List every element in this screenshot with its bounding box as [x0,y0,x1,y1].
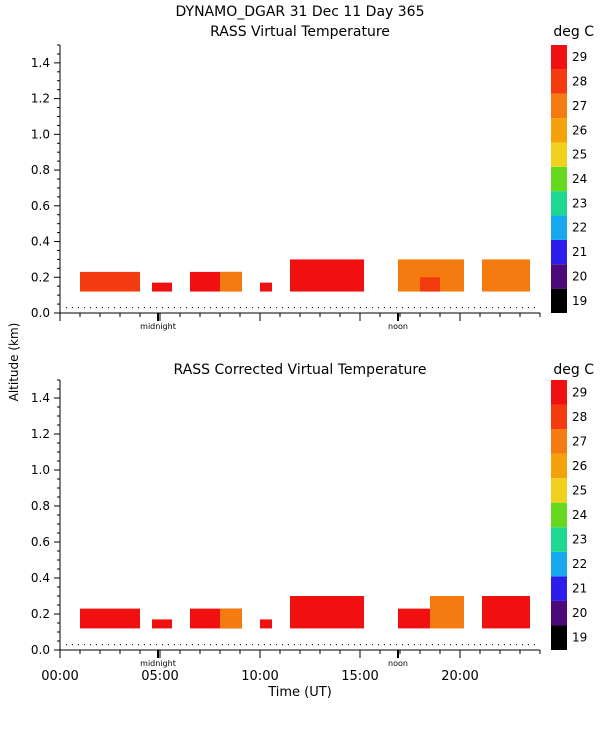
colorbar-label: 27 [572,434,587,448]
colorbar-swatch [551,429,567,454]
y-tick-label: 0.0 [31,306,50,320]
y-tick-label: 0.8 [31,499,50,513]
x-tick-label: 10:00 [241,669,278,684]
y-tick-label: 1.0 [31,463,50,477]
y-tick-label: 0.8 [31,163,50,177]
y-tick-label: 1.2 [31,92,50,106]
colorbar-label: 28 [572,410,587,424]
panels-layer: RASS Virtual Temperature 0.0 0.2 0.4 0.6 0.8 1… [31,24,594,684]
colorbar-swatch [551,215,567,240]
panel-title: RASS Corrected Virtual Temperature [174,362,427,378]
heatmap-cell [260,619,272,629]
y-tick-label: 1.0 [31,127,50,141]
x-axis-label: Time (UT) [267,685,332,700]
colorbar-swatch [551,404,567,430]
y-tick-label: 1.4 [31,391,50,405]
colorbar-label: 25 [572,148,587,162]
x-tick-label: 20:00 [441,669,478,684]
y-tick-label: 0.4 [31,235,50,249]
colorbar-label: 21 [572,245,587,259]
colorbar-label: 26 [572,123,587,137]
colorbar-label: 27 [572,99,587,113]
y-tick-label: 1.2 [31,427,50,441]
colorbar-swatch [551,502,567,528]
colorbar-swatch [551,551,567,577]
colorbar-swatch [551,576,567,601]
colorbar-label: 28 [572,75,587,89]
colorbar-swatch [551,288,567,313]
colorbar-label: 19 [572,631,587,645]
colorbar-label: 19 [572,294,587,308]
colorbar-swatch [551,264,567,289]
heatmap-cell [290,596,364,629]
colorbar-swatch [551,239,567,265]
noon-label: noon [388,322,408,331]
heatmap-cell [290,259,364,292]
colorbar-unit: deg C [553,362,594,378]
heatmap-cell [482,259,530,292]
y-tick-label: 0.2 [31,270,50,284]
colorbar-label: 22 [572,221,587,235]
y-tick-label: 0.6 [31,535,50,549]
heatmap-cell [220,608,242,629]
colorbar-swatch [551,45,567,70]
heatmap-cells [80,596,530,629]
heatmap-cells [80,259,530,292]
heatmap-cell [80,608,140,629]
colorbar-swatch [551,166,567,192]
colorbar-swatch [551,625,567,650]
colorbar-label: 23 [572,533,587,547]
colorbar-label: 22 [572,557,587,571]
y-tick-label: 0.2 [31,607,50,621]
colorbar-label: 20 [572,606,587,620]
colorbar-swatch [551,527,567,552]
colorbar-label: 20 [572,269,587,283]
colorbar-label: 29 [572,385,587,399]
panel-1: RASS Virtual Temperature 0.0 0.2 0.4 0.6 0.8 1… [31,24,594,331]
colorbar-label: 24 [572,508,587,522]
heatmap-cell [152,619,172,629]
colorbar-swatch [551,69,567,94]
colorbar-swatch [551,118,567,143]
heatmap-cell [152,282,172,292]
heatmap-cell [420,277,440,292]
panel-title: RASS Virtual Temperature [210,24,390,40]
y-tick-label: 0.4 [31,571,50,585]
colorbar-label: 26 [572,459,587,473]
panel-2: RASS Corrected Virtual Temperature 0.0 0.2… [31,362,594,684]
colorbar-swatch [551,478,567,503]
noon-label: noon [388,659,408,668]
y-tick-label: 0.6 [31,199,50,213]
colorbar-swatch [551,191,567,216]
y-tick-label: 1.4 [31,56,50,70]
colorbar-swatch [551,142,567,167]
colorbar-label: 24 [572,172,587,186]
colorbar-swatch [551,453,567,479]
heatmap-cell [80,271,140,292]
colorbar-label: 21 [572,582,587,596]
heatmap-cell [482,596,530,629]
heatmap-cell [220,271,242,292]
y-tick-label: 0.0 [31,643,50,657]
colorbar-unit: deg C [553,24,594,40]
heatmap-cell [398,608,430,629]
heatmap-cell [430,596,464,629]
heatmap-cell [260,282,272,292]
x-tick-label: 00:00 [41,669,78,684]
colorbar-label: 25 [572,483,587,497]
colorbar-label: 23 [572,196,587,210]
colorbar-swatch [551,93,567,119]
figure-header: DYNAMO_DGAR 31 Dec 11 Day 365 [176,4,425,20]
colorbar-swatch [551,380,567,405]
y-axis-label: Altitude (km) [7,323,21,402]
colorbar-label: 29 [572,50,587,64]
x-tick-label: 15:00 [341,669,378,684]
midnight-label: midnight [140,322,176,331]
midnight-label: midnight [140,659,176,668]
x-tick-label: 05:00 [141,669,178,684]
colorbar-swatch [551,600,567,626]
